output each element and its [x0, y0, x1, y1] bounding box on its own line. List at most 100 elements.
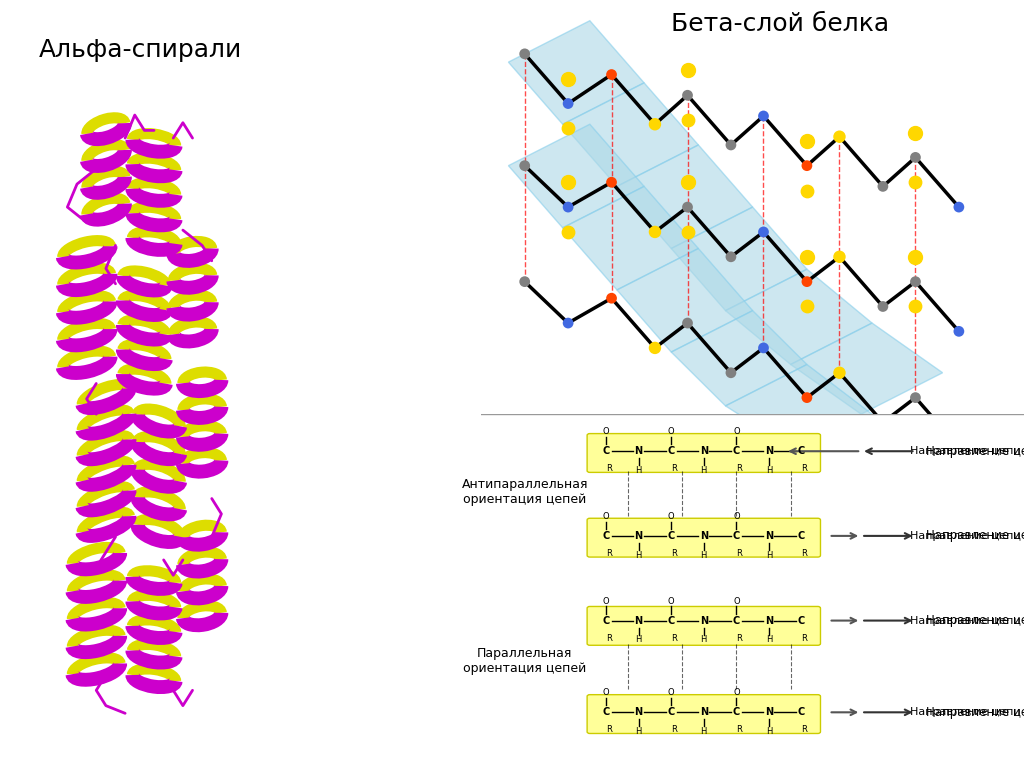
Text: C: C — [733, 446, 740, 456]
Text: R: R — [671, 634, 677, 643]
Text: C: C — [668, 616, 675, 626]
Text: R: R — [801, 634, 807, 643]
Text: N: N — [765, 707, 773, 717]
Text: C: C — [602, 446, 609, 456]
Point — [874, 180, 891, 193]
Text: H: H — [636, 466, 642, 475]
Polygon shape — [725, 269, 872, 364]
Text: R: R — [606, 634, 611, 643]
Text: R: R — [736, 634, 742, 643]
Text: Направление цепи: Направление цепи — [910, 446, 1021, 456]
Point — [560, 73, 577, 85]
Point — [723, 251, 739, 263]
Text: R: R — [606, 549, 611, 558]
Point — [603, 292, 620, 304]
Text: H: H — [636, 727, 642, 736]
Text: O: O — [733, 427, 739, 436]
Text: C: C — [668, 531, 675, 541]
Point — [679, 225, 695, 238]
Point — [874, 416, 891, 429]
Point — [907, 301, 924, 313]
Point — [560, 97, 577, 110]
Text: R: R — [801, 726, 807, 735]
Text: R: R — [606, 464, 611, 473]
Text: N: N — [699, 446, 708, 456]
Text: Направление цепи: Направление цепи — [927, 445, 1024, 458]
Text: R: R — [671, 726, 677, 735]
Text: C: C — [602, 616, 609, 626]
Point — [874, 301, 891, 313]
Point — [756, 342, 772, 354]
Text: N: N — [635, 446, 643, 456]
Text: C: C — [668, 707, 675, 717]
Point — [679, 176, 695, 189]
Text: H: H — [700, 466, 707, 475]
Text: H: H — [700, 551, 707, 560]
Point — [950, 201, 967, 213]
Text: C: C — [602, 707, 609, 717]
Point — [907, 275, 924, 288]
Text: N: N — [765, 616, 773, 626]
Point — [560, 176, 577, 189]
Text: N: N — [699, 616, 708, 626]
FancyBboxPatch shape — [587, 433, 820, 472]
Text: R: R — [801, 464, 807, 473]
Point — [799, 160, 815, 172]
Text: R: R — [606, 726, 611, 735]
Point — [799, 301, 815, 313]
Text: O: O — [603, 512, 609, 521]
Point — [799, 275, 815, 288]
Point — [603, 68, 620, 81]
Point — [950, 325, 967, 337]
Text: C: C — [798, 707, 805, 717]
Text: H: H — [636, 636, 642, 644]
Text: N: N — [765, 531, 773, 541]
Text: O: O — [733, 597, 739, 606]
Text: O: O — [668, 597, 675, 606]
Point — [679, 89, 695, 101]
Polygon shape — [508, 21, 644, 124]
Text: H: H — [700, 636, 707, 644]
Point — [907, 151, 924, 163]
Point — [560, 225, 577, 238]
Point — [799, 391, 815, 403]
FancyBboxPatch shape — [587, 518, 820, 557]
Point — [679, 317, 695, 329]
Text: H: H — [700, 727, 707, 736]
Text: Направление цепи: Направление цепи — [910, 616, 1021, 626]
Text: N: N — [635, 616, 643, 626]
Point — [679, 114, 695, 127]
Point — [560, 122, 577, 134]
Text: R: R — [736, 726, 742, 735]
Polygon shape — [672, 311, 807, 406]
Point — [756, 110, 772, 122]
FancyBboxPatch shape — [587, 695, 820, 733]
Text: C: C — [798, 616, 805, 626]
Point — [907, 391, 924, 403]
Text: Направление цепи: Направление цепи — [927, 614, 1024, 627]
Text: O: O — [668, 689, 675, 697]
Text: C: C — [733, 531, 740, 541]
Point — [679, 64, 695, 77]
Text: N: N — [699, 707, 708, 717]
Point — [516, 48, 532, 60]
Text: Параллельная
ориентация цепей: Параллельная ориентация цепей — [463, 647, 587, 675]
FancyBboxPatch shape — [587, 607, 820, 645]
Point — [603, 176, 620, 189]
Text: C: C — [798, 446, 805, 456]
Text: O: O — [733, 689, 739, 697]
Text: Антипараллельная
ориентация цепей: Антипараллельная ориентация цепей — [462, 478, 588, 505]
Point — [950, 441, 967, 453]
Text: C: C — [798, 531, 805, 541]
Point — [831, 251, 848, 263]
Text: H: H — [766, 727, 772, 736]
Text: N: N — [765, 446, 773, 456]
Point — [723, 139, 739, 151]
Text: C: C — [733, 707, 740, 717]
Polygon shape — [616, 145, 753, 249]
Point — [647, 225, 664, 238]
Text: H: H — [636, 551, 642, 560]
Polygon shape — [725, 364, 872, 447]
Point — [799, 251, 815, 263]
Text: Направление цепи: Направление цепи — [910, 707, 1021, 717]
